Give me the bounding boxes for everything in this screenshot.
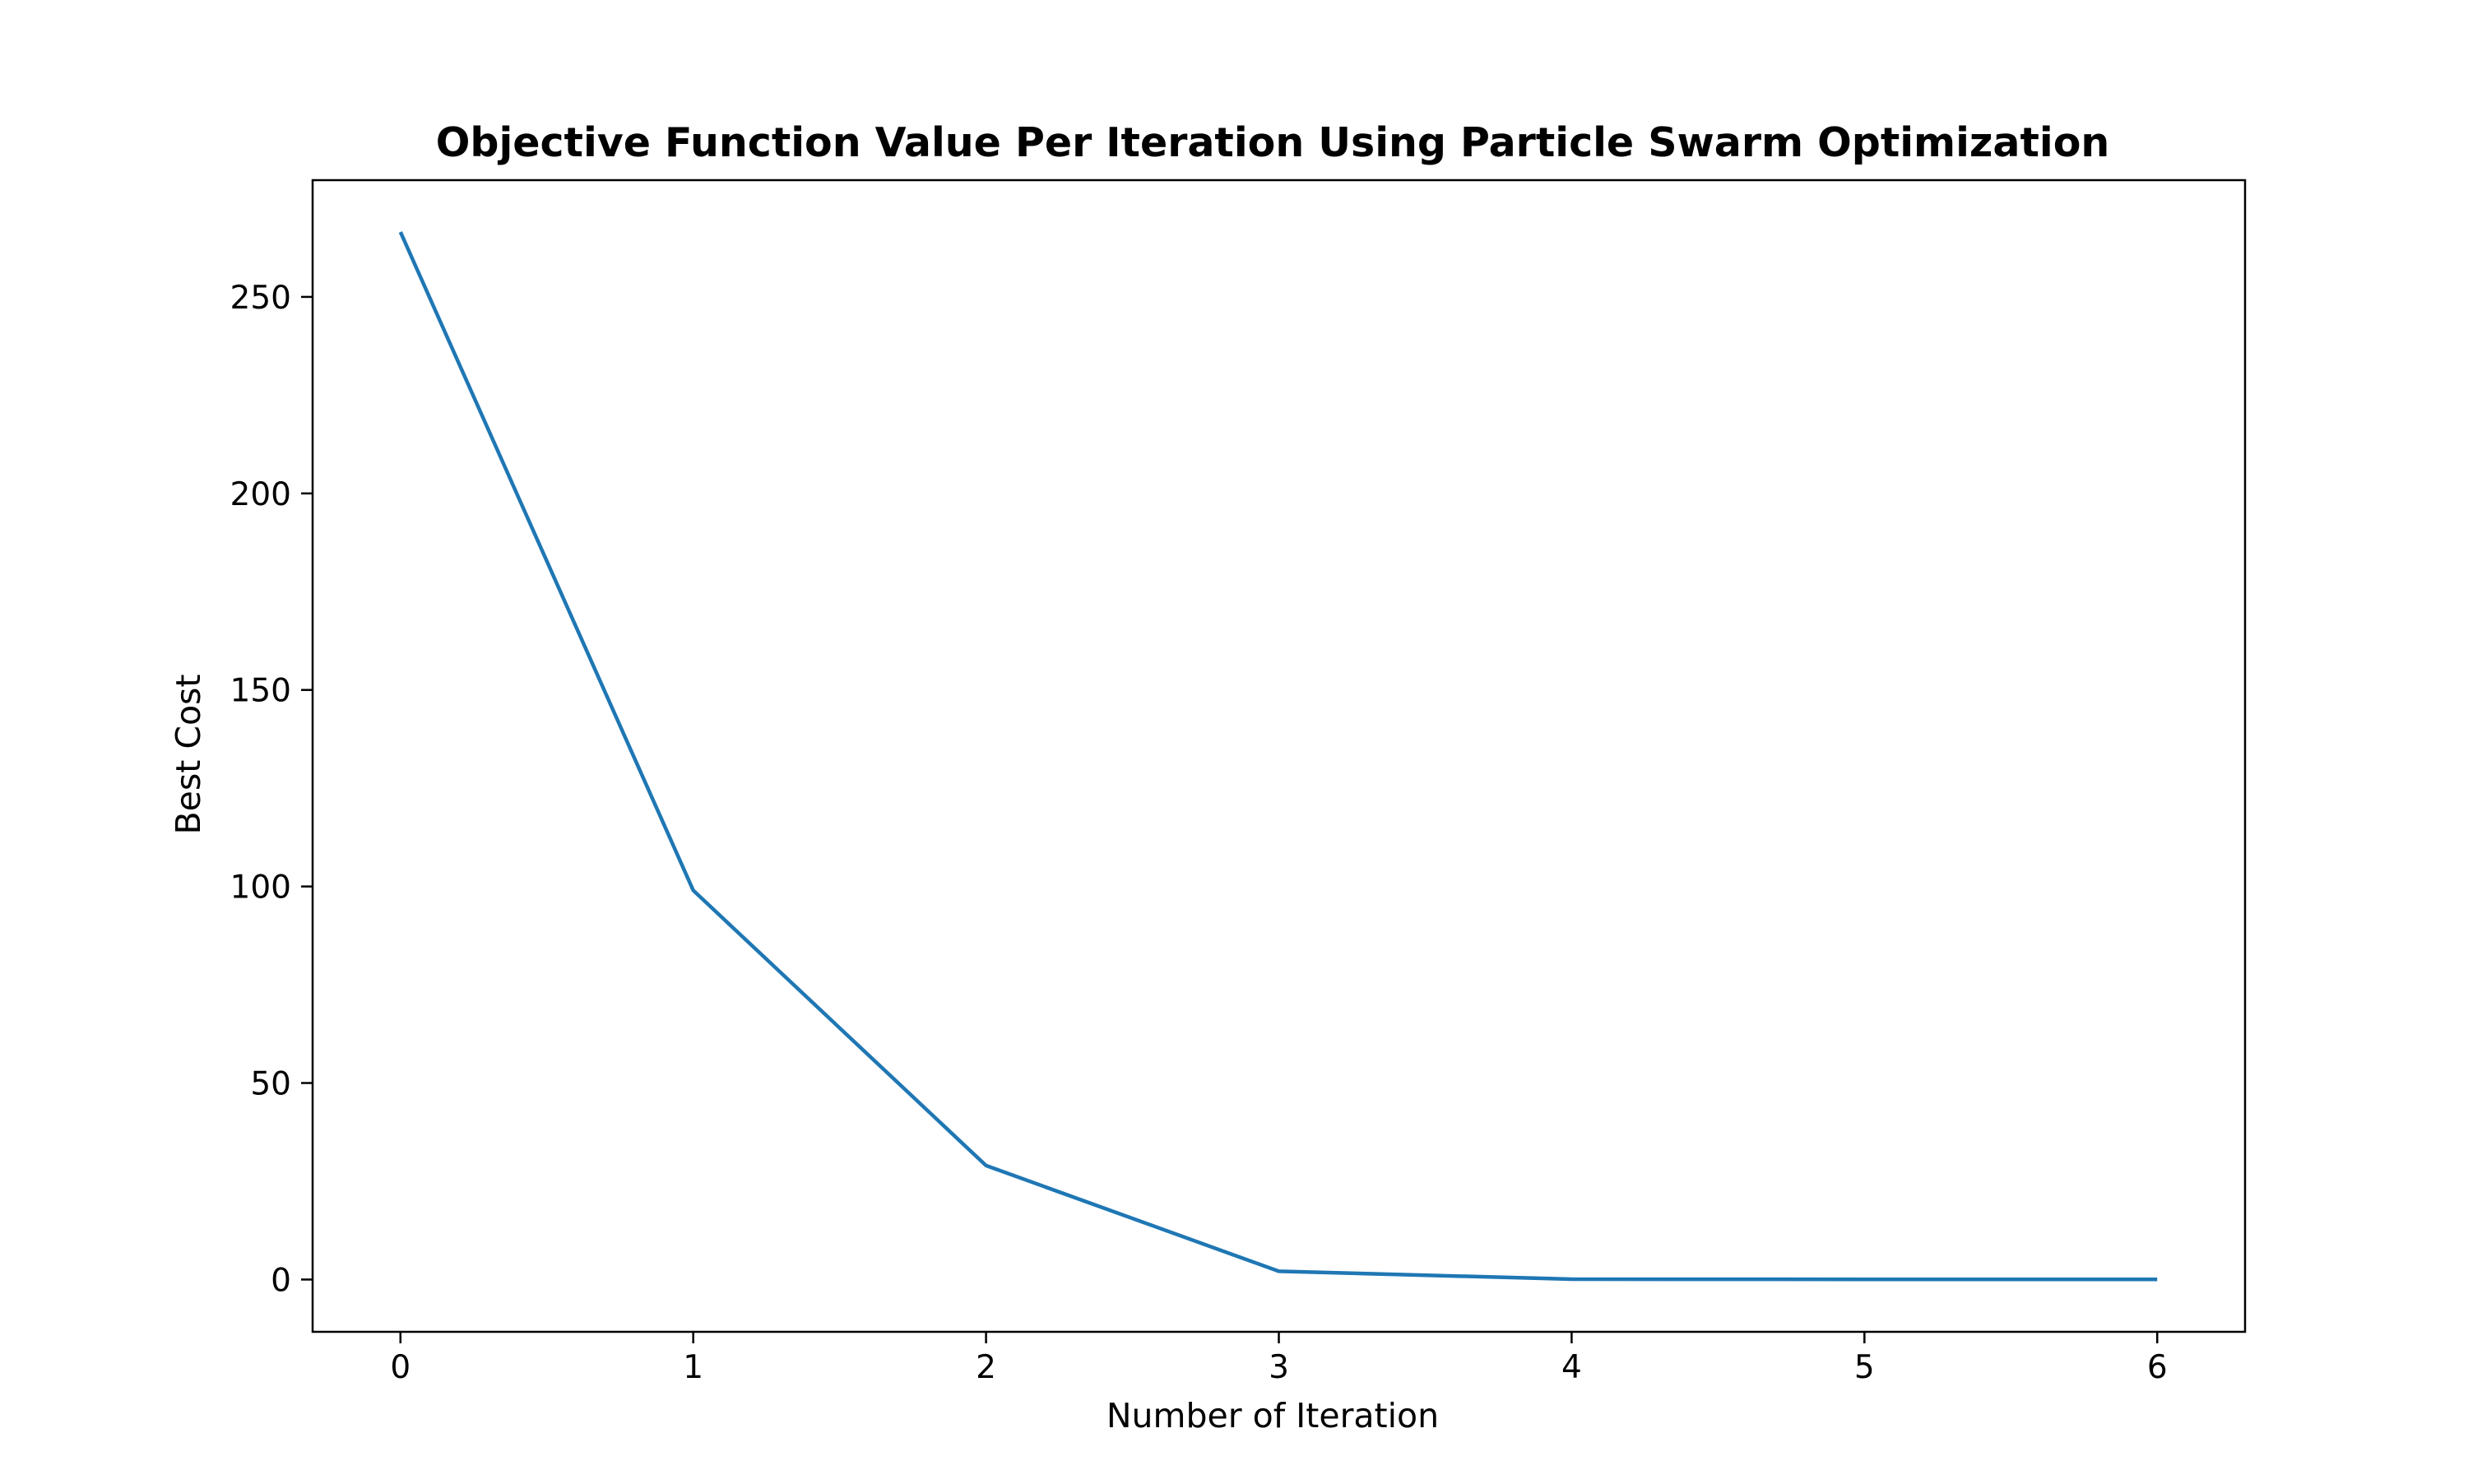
y-tick-label: 0 (271, 1262, 291, 1299)
x-tick-label: 3 (1269, 1349, 1289, 1386)
x-tick-label: 4 (1561, 1349, 1582, 1386)
series-line (398, 231, 2158, 1282)
y-axis-label: Best Cost (169, 675, 208, 835)
y-tick-label: 150 (230, 673, 291, 710)
chart-title: Objective Function Value Per Iteration U… (436, 119, 2110, 166)
x-tick-label: 5 (1854, 1349, 1875, 1386)
x-tick-label: 1 (683, 1349, 703, 1386)
ticks-layer: 0 1 2 3 4 5 6 0 50 100 150 200 250 (230, 280, 2168, 1386)
x-tick-label: 2 (976, 1349, 996, 1386)
x-axis-label: Number of Iteration (1106, 1396, 1439, 1435)
plot-area-frame (311, 179, 2247, 1333)
series-layer (398, 231, 2158, 1282)
x-tick-label: 0 (390, 1349, 411, 1386)
y-tick-label: 200 (230, 476, 291, 513)
x-tick-label: 6 (2147, 1349, 2168, 1386)
y-tick-label: 50 (250, 1066, 291, 1103)
y-tick-label: 250 (230, 280, 291, 317)
y-tick-label: 100 (230, 870, 291, 907)
